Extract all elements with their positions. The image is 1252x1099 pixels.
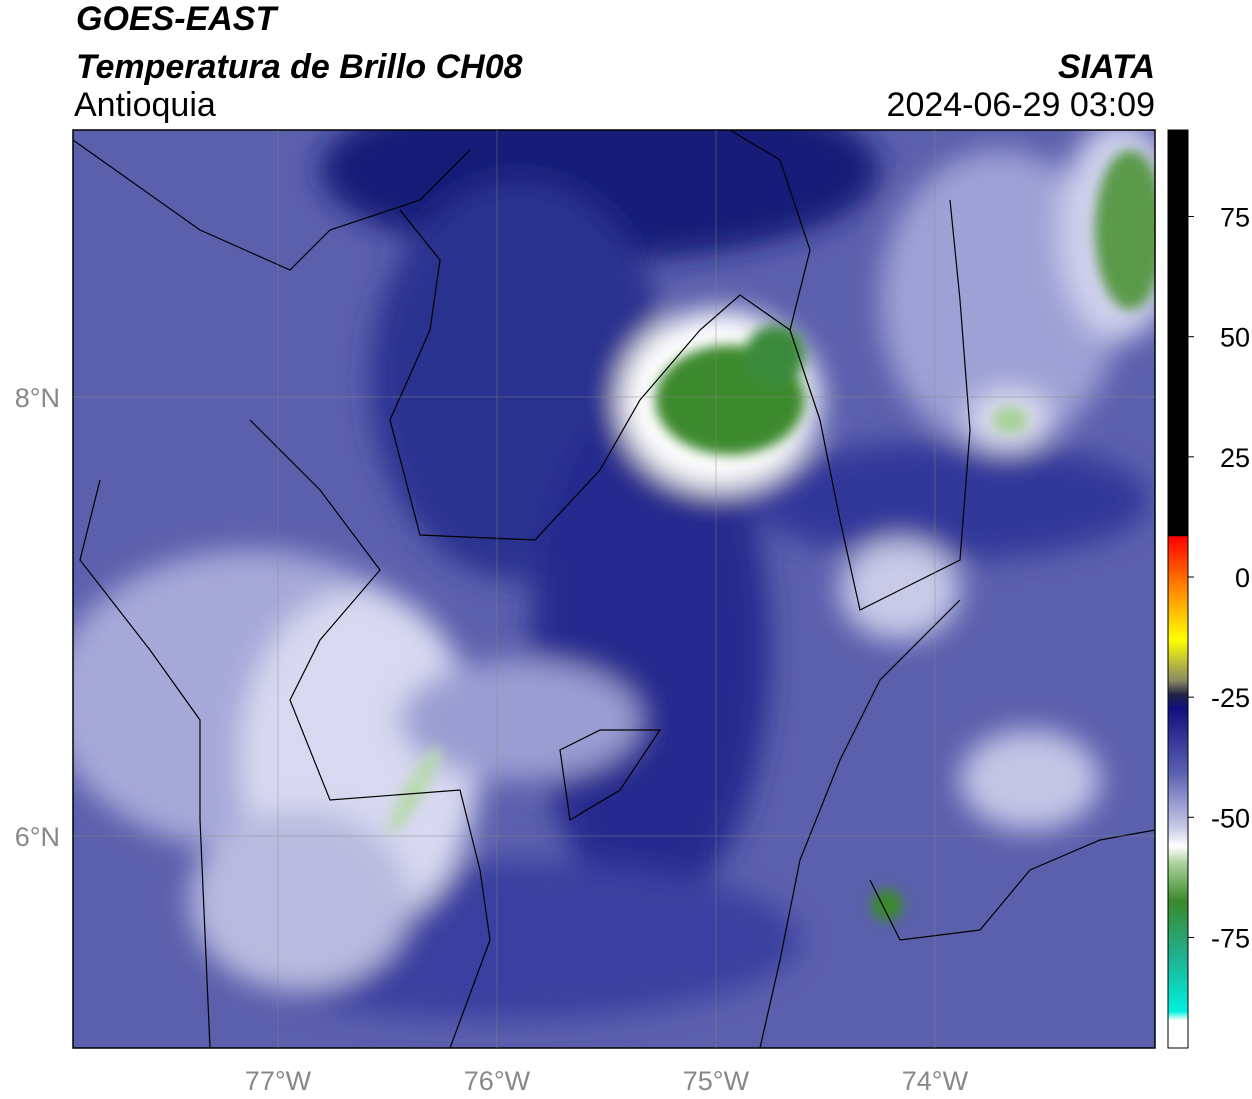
colorbar xyxy=(1167,129,1189,1049)
colorbar-tick-label: 75 xyxy=(1220,203,1250,233)
source: SIATA xyxy=(1058,48,1155,86)
x-tick-label: 74°W xyxy=(902,1066,969,1096)
y-tick-label: 6°N xyxy=(15,822,60,852)
colorbar-tick-label: 0 xyxy=(1235,563,1250,593)
colorbar-tick-label: -75 xyxy=(1211,923,1250,953)
x-tick-label: 77°W xyxy=(245,1066,312,1096)
colorbar-tick-label: 25 xyxy=(1220,443,1250,473)
region: Antioquia xyxy=(74,86,216,124)
x-tick-label: 75°W xyxy=(683,1066,750,1096)
x-tick-label: 76°W xyxy=(464,1066,531,1096)
colorbar-tick-label: 50 xyxy=(1220,323,1250,353)
datetime: 2024-06-29 03:09 xyxy=(887,86,1155,124)
subtitle: Temperatura de Brillo CH08 xyxy=(76,48,523,86)
colorbar-tick-label: -50 xyxy=(1211,803,1250,833)
colorbar-tick-label: -25 xyxy=(1211,683,1250,713)
map-frame xyxy=(72,129,1156,1049)
y-tick-label: 8°N xyxy=(15,383,60,413)
title: GOES-EAST xyxy=(76,0,279,38)
satellite-image xyxy=(73,130,1155,1048)
